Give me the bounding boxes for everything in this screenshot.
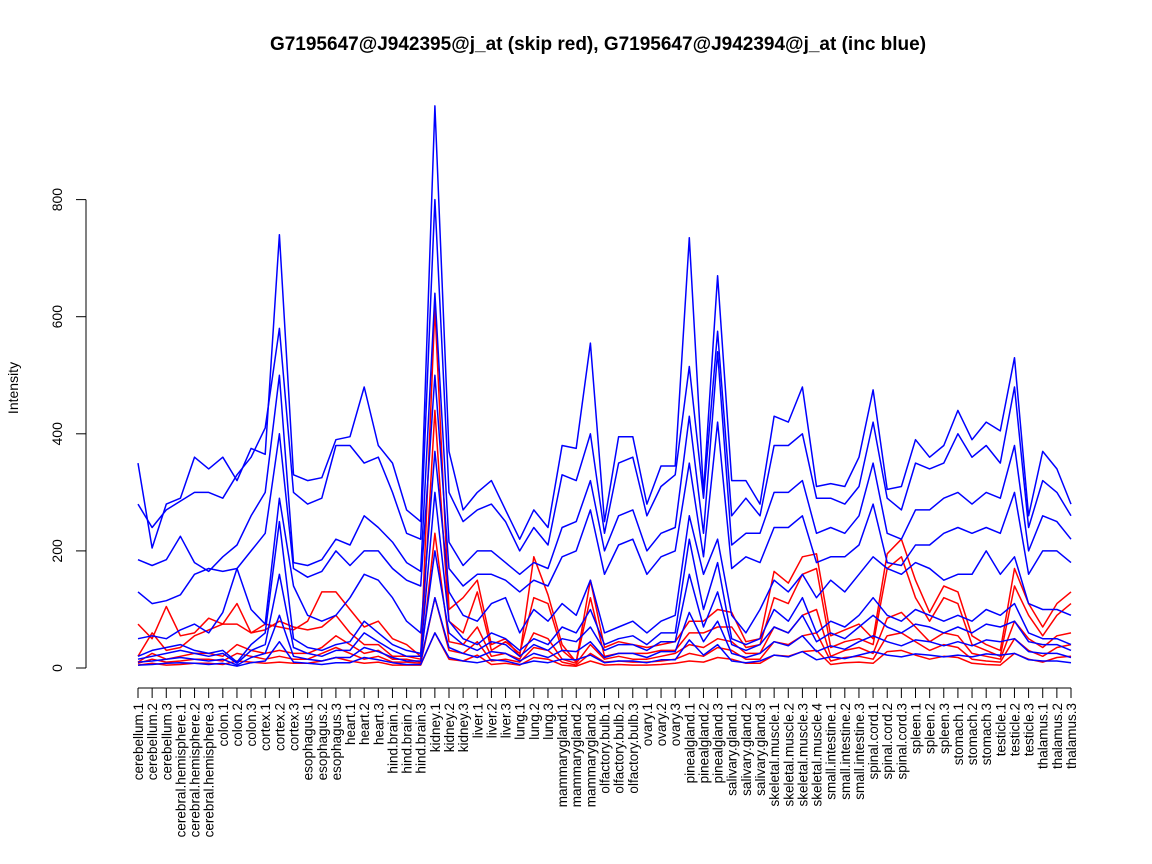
x-tick-label: kidney.3 — [456, 703, 471, 752]
series-layer — [137, 105, 1072, 667]
x-tick-label: stomach.2 — [965, 703, 980, 765]
x-tick-label: testicle.3 — [1022, 703, 1037, 756]
x-tick-label: skeletal.muscle.2 — [781, 703, 796, 807]
series-line-3 — [137, 532, 1072, 665]
y-tick-label: 600 — [49, 305, 65, 329]
x-tick-label: hind.brain.1 — [385, 703, 400, 774]
x-tick-label: cerebral.hemisphere.1 — [173, 703, 188, 837]
x-tick-label: spleen.1 — [909, 703, 924, 754]
x-tick-label: colon.2 — [230, 703, 245, 747]
x-tick-label: pinealgland.3 — [711, 703, 726, 783]
x-tick-label: esophagus.2 — [315, 703, 330, 780]
series-line-12 — [137, 550, 1072, 665]
x-tick-label: spinal.cord.1 — [866, 703, 881, 780]
chart-title: G7195647@J942395@j_at (skip red), G71956… — [270, 34, 926, 55]
x-tick-label: hind.brain.3 — [414, 703, 429, 774]
x-tick-label: olfactory.bulb.2 — [612, 703, 627, 794]
series-line-5 — [137, 632, 1072, 667]
x-tick-label: cerebellum.3 — [159, 703, 174, 780]
x-tick-label: cortex.2 — [272, 703, 287, 751]
y-axis-label: Intensity — [5, 362, 21, 414]
x-tick-label: small.intestine.1 — [824, 703, 839, 800]
y-tick-label: 0 — [49, 664, 65, 672]
x-tick-label: hind.brain.2 — [400, 703, 415, 774]
x-tick-label: ovary.3 — [668, 703, 683, 746]
x-tick-label: mammarygland.3 — [583, 703, 598, 807]
x-tick-label: mammarygland.1 — [555, 703, 570, 807]
x-axis: cerebellum.1 cerebellum.2 cerebellum.3 cere… — [131, 687, 1079, 837]
x-tick-label: heart.1 — [343, 703, 358, 745]
x-tick-label: spinal.cord.2 — [880, 703, 895, 780]
x-tick-label: cerebellum.1 — [131, 703, 146, 780]
x-tick-label: small.intestine.2 — [838, 703, 853, 800]
x-tick-label: thalamus.1 — [1036, 703, 1051, 769]
x-tick-label: skeletal.muscle.1 — [767, 703, 782, 807]
x-tick-label: skeletal.muscle.3 — [795, 703, 810, 807]
x-tick-label: skeletal.muscle.4 — [810, 703, 825, 807]
x-tick-label: liver.1 — [470, 703, 485, 738]
x-tick-label: stomach.3 — [979, 703, 994, 765]
x-tick-label: pinealgland.2 — [696, 703, 711, 783]
y-tick-label: 200 — [49, 539, 65, 563]
x-tick-label: olfactory.bulb.1 — [598, 703, 613, 794]
x-tick-label: mammarygland.2 — [569, 703, 584, 807]
x-tick-label: spleen.2 — [923, 703, 938, 754]
x-tick-label: heart.3 — [371, 703, 386, 745]
y-axis: 0 200 400 600 800 — [49, 188, 87, 672]
x-tick-label: salivary.gland.3 — [753, 703, 768, 796]
x-tick-label: salivary.gland.1 — [725, 703, 740, 796]
x-tick-label: pinealgland.1 — [682, 703, 697, 783]
x-tick-label: ovary.2 — [654, 703, 669, 746]
x-tick-label: salivary.gland.2 — [739, 703, 754, 796]
x-tick-label: kidney.1 — [428, 703, 443, 752]
x-tick-label: liver.3 — [499, 703, 514, 738]
series-line-9 — [137, 374, 1072, 605]
x-tick-label: kidney.2 — [442, 703, 457, 752]
x-tick-label: lung.2 — [527, 703, 542, 740]
x-tick-label: colon.3 — [244, 703, 259, 747]
x-tick-label: heart.2 — [357, 703, 372, 745]
x-tick-label: testicle.2 — [1007, 703, 1022, 756]
series-line-6 — [137, 105, 1072, 549]
x-tick-label: stomach.1 — [951, 703, 966, 765]
x-tick-label: spinal.cord.3 — [894, 703, 909, 780]
x-tick-label: cortex.3 — [287, 703, 302, 751]
series-line-14 — [137, 632, 1072, 667]
series-line-7 — [137, 198, 1072, 552]
x-tick-label: thalamus.2 — [1050, 703, 1065, 769]
x-tick-label: small.intestine.3 — [852, 703, 867, 800]
series-line-1 — [137, 307, 1072, 663]
series-line-10 — [137, 450, 1072, 640]
x-tick-label: cerebral.hemisphere.3 — [202, 703, 217, 837]
x-tick-label: esophagus.3 — [329, 703, 344, 780]
x-tick-label: thalamus.3 — [1064, 703, 1079, 769]
x-tick-label: testicle.1 — [993, 703, 1008, 756]
series-line-13 — [137, 596, 1072, 666]
x-tick-label: liver.2 — [484, 703, 499, 738]
x-tick-label: cerebellum.2 — [145, 703, 160, 780]
x-tick-label: cerebral.hemisphere.2 — [188, 703, 203, 837]
y-tick-label: 400 — [49, 422, 65, 446]
y-tick-label: 800 — [49, 188, 65, 212]
x-tick-label: lung.1 — [513, 703, 528, 740]
x-tick-label: lung.3 — [541, 703, 556, 740]
x-tick-label: esophagus.1 — [301, 703, 316, 780]
x-tick-label: spleen.3 — [937, 703, 952, 754]
x-tick-label: colon.1 — [216, 703, 231, 747]
x-tick-label: olfactory.bulb.3 — [626, 703, 641, 794]
x-tick-label: ovary.1 — [640, 703, 655, 746]
x-tick-label: cortex.1 — [258, 703, 273, 751]
series-line-11 — [137, 491, 1072, 663]
series-line-2 — [137, 409, 1072, 663]
